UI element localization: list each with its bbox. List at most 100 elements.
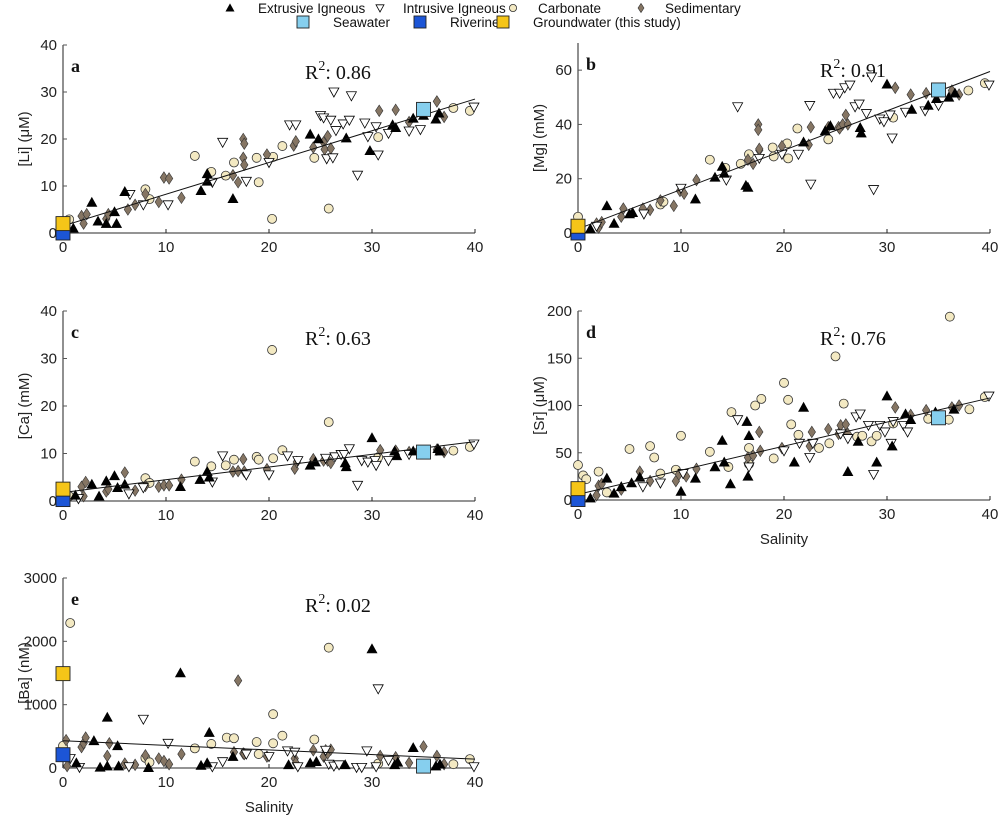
r2-annotation: R2: 0.63 <box>305 325 371 350</box>
legend-item-groundwater: Groundwater (this study) <box>496 15 681 30</box>
legend-marker-seawater <box>296 15 310 29</box>
r2-base: R <box>820 60 834 82</box>
legend-marker-intrusive <box>375 4 385 13</box>
point-carbonate <box>189 151 200 161</box>
point-extrusive <box>364 145 376 156</box>
point-intrusive <box>854 409 866 420</box>
point-extrusive <box>852 435 864 446</box>
point-carbonate <box>229 157 239 168</box>
series-sedimentary <box>77 95 449 230</box>
point-extrusive <box>119 186 131 196</box>
point-sedimentary <box>375 104 384 118</box>
point-sedimentary <box>376 749 385 763</box>
y-axis-label: [Ba] (nM) <box>16 642 33 704</box>
point-carbonate <box>268 709 279 720</box>
point-extrusive <box>922 99 934 110</box>
point-intrusive <box>343 115 356 127</box>
point-carbonate <box>649 452 660 463</box>
point-carbonate <box>268 453 279 464</box>
point-intrusive <box>162 738 174 750</box>
point-sedimentary <box>404 756 414 770</box>
point-intrusive <box>638 209 650 220</box>
point-carbonate <box>792 123 803 134</box>
point-sedimentary <box>177 191 186 205</box>
point-carbonate <box>768 151 779 162</box>
y-tick-label: 30 <box>40 351 57 368</box>
point-carbonate <box>65 618 76 628</box>
y-tick-label: 0 <box>49 493 57 510</box>
point-carbonate <box>655 468 666 479</box>
point-sedimentary <box>891 81 900 95</box>
point-extrusive <box>871 456 883 467</box>
point-extrusive <box>310 756 322 766</box>
point-sedimentary <box>130 484 140 497</box>
point-extrusive <box>608 487 620 498</box>
point-carbonate <box>964 404 975 415</box>
endmember-groundwater <box>55 666 71 682</box>
r2-annotation: R2: 0.86 <box>305 59 371 84</box>
point-intrusive <box>240 176 253 188</box>
endmember-seawater <box>931 410 946 426</box>
point-sedimentary <box>309 141 318 154</box>
point-carbonate <box>830 351 841 362</box>
legend-item-sedimentary: Sedimentary <box>637 1 741 16</box>
y-tick-label: 3000 <box>24 570 57 587</box>
endmember-seawater <box>931 82 946 98</box>
point-intrusive <box>370 122 382 133</box>
x-tick-label: 30 <box>364 507 381 524</box>
point-carbonate <box>277 141 288 151</box>
r2-base: R <box>305 595 319 617</box>
point-intrusive <box>216 137 229 149</box>
point-carbonate <box>267 213 277 224</box>
legend-marker-extrusive <box>225 3 235 12</box>
point-intrusive <box>361 746 373 757</box>
point-sedimentary <box>79 217 88 230</box>
point-intrusive <box>333 760 345 771</box>
series-intrusive <box>590 72 995 233</box>
legend-label-groundwater: Groundwater (this study) <box>533 15 681 30</box>
point-sedimentary <box>891 401 900 414</box>
point-intrusive <box>319 453 332 465</box>
point-extrusive <box>113 760 125 771</box>
legend-item-extrusive: Extrusive Igneous <box>225 1 366 16</box>
point-carbonate <box>704 446 715 457</box>
x-tick-label: 20 <box>261 239 278 256</box>
y-tick-label: 20 <box>40 398 57 415</box>
y-tick-label: 10 <box>40 178 57 195</box>
point-extrusive <box>203 471 215 482</box>
point-intrusive <box>263 752 275 763</box>
series-carbonate <box>64 345 475 502</box>
point-intrusive <box>860 109 873 120</box>
panel-a: 0 10 20 30 40 0 10 20 30 40 [Li] (μM) a R2: 0.86 <box>16 37 483 256</box>
point-intrusive <box>137 483 150 494</box>
point-sedimentary <box>159 171 169 184</box>
regression-line <box>577 71 991 230</box>
point-extrusive <box>433 107 445 118</box>
point-extrusive <box>174 481 186 492</box>
point-extrusive <box>119 478 131 489</box>
point-intrusive <box>743 462 755 473</box>
point-extrusive <box>194 474 206 484</box>
point-extrusive <box>70 757 82 768</box>
x-tick-label: 20 <box>776 506 793 523</box>
r2-superscript: 2 <box>833 57 840 72</box>
x-tick-label: 0 <box>574 239 582 256</box>
point-extrusive <box>601 200 613 211</box>
regression-line <box>62 441 476 493</box>
legend: Extrusive Igneous Intrusive Igneous Carbon… <box>225 1 741 30</box>
point-extrusive <box>390 122 402 133</box>
point-sedimentary <box>824 422 833 436</box>
point-extrusive <box>615 481 627 492</box>
y-axis-label: [Mg] (mM) <box>531 104 548 172</box>
point-carbonate <box>750 400 761 411</box>
point-extrusive <box>283 759 295 770</box>
point-carbonate <box>268 738 279 749</box>
y-tick-label: 1000 <box>24 697 57 714</box>
y-tick-label: 200 <box>547 303 572 320</box>
point-carbonate <box>676 430 686 441</box>
point-sedimentary <box>756 444 765 458</box>
x-tick-label: 30 <box>364 239 381 256</box>
point-sedimentary <box>233 674 243 687</box>
point-carbonate <box>267 345 277 355</box>
point-sedimentary <box>669 199 678 213</box>
